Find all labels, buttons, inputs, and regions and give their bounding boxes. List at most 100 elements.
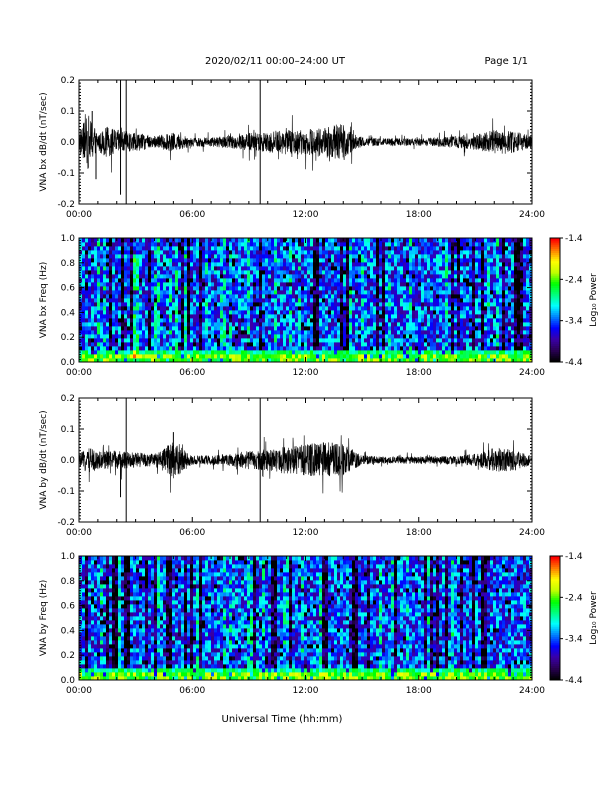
spectrogram-cell: [370, 298, 374, 303]
spectrogram-cell: [193, 250, 197, 255]
spectrogram-cell: [226, 326, 230, 331]
spectrogram-cell: [82, 286, 86, 291]
spectrogram-cell: [121, 250, 125, 255]
spectrogram-cell: [490, 310, 494, 315]
spectrogram-cell: [454, 274, 458, 279]
spectrogram-cell: [262, 350, 266, 355]
spectrogram-cell: [430, 310, 434, 315]
spectrogram-cell: [340, 330, 344, 335]
spectrogram-cell: [373, 254, 377, 259]
spectrogram-cell: [319, 358, 323, 363]
spectrogram-cell: [229, 306, 233, 311]
spectrogram-cell: [508, 246, 512, 251]
spectrogram-cell: [334, 346, 338, 351]
spectrogram-cell: [391, 266, 395, 271]
spectrogram-cell: [295, 274, 299, 279]
spectrogram-cell: [487, 238, 491, 243]
spectrogram-cell: [175, 238, 179, 243]
spectrogram-cell: [406, 286, 410, 291]
spectrogram-cell: [181, 286, 185, 291]
spectrogram-cell: [385, 290, 389, 295]
spectrogram-cell: [214, 246, 218, 251]
spectrogram-cell: [382, 302, 386, 307]
spectrogram-cell: [193, 346, 197, 351]
spectrogram-cell: [211, 266, 215, 271]
spectrogram-cell: [496, 306, 500, 311]
spectrogram-cell: [175, 266, 179, 271]
spectrogram-cell: [103, 282, 107, 287]
spectrogram-cell: [235, 258, 239, 263]
spectrogram-cell: [340, 354, 344, 359]
spectrogram-cell: [127, 330, 131, 335]
spectrogram-cell: [178, 330, 182, 335]
spectrogram-cell: [148, 250, 152, 255]
spectrogram-cell: [514, 298, 518, 303]
spectrogram-cell: [91, 326, 95, 331]
spectrogram-cell: [163, 306, 167, 311]
spectrogram-cell: [223, 290, 227, 295]
spectrogram-cell: [226, 318, 230, 323]
spectrogram-cell: [295, 266, 299, 271]
spectrogram-cell: [151, 282, 155, 287]
spectrogram-cell: [454, 246, 458, 251]
spectrogram-cell: [373, 286, 377, 291]
spectrogram-cell: [88, 358, 92, 363]
spectrogram-cell: [412, 342, 416, 347]
spectrogram-cell: [283, 266, 287, 271]
spectrogram-cell: [277, 306, 281, 311]
spectrogram-cell: [379, 342, 383, 347]
spectrogram-cell: [283, 298, 287, 303]
spectrogram-cell: [154, 286, 158, 291]
spectrogram-cell: [328, 286, 332, 291]
spectrogram-cell: [262, 346, 266, 351]
spectrogram-cell: [481, 298, 485, 303]
spectrogram-cell: [508, 358, 512, 363]
spectrogram-cell: [262, 354, 266, 359]
spectrogram-cell: [520, 334, 524, 339]
spectrogram-cell: [127, 298, 131, 303]
spectrogram-cell: [118, 274, 122, 279]
spectrogram-cell: [205, 314, 209, 319]
spectrogram-cell: [337, 330, 341, 335]
spectrogram-cell: [331, 262, 335, 267]
spectrogram-cell: [445, 326, 449, 331]
spectrogram-cell: [277, 238, 281, 243]
spectrogram-cell: [301, 262, 305, 267]
spectrogram-cell: [361, 286, 365, 291]
spectrogram-cell: [79, 242, 83, 247]
spectrogram-cell: [382, 334, 386, 339]
spectrogram-cell: [463, 354, 467, 359]
spectrogram-cell: [382, 250, 386, 255]
spectrogram-cell: [376, 350, 380, 355]
spectrogram-cell: [226, 262, 230, 267]
spectrogram-cell: [466, 302, 470, 307]
spectrogram-cell: [382, 286, 386, 291]
spectrogram-cell: [85, 354, 89, 359]
spectrogram-cell: [235, 326, 239, 331]
spectrogram-cell: [499, 330, 503, 335]
spectrogram-cell: [466, 238, 470, 243]
spectrogram-cell: [523, 354, 527, 359]
spectrogram-cell: [238, 250, 242, 255]
spectrogram-cell: [157, 278, 161, 283]
spectrogram-cell: [415, 330, 419, 335]
spectrogram-cell: [229, 298, 233, 303]
spectrogram-cell: [259, 358, 263, 363]
spectrogram-cell: [88, 266, 92, 271]
spectrogram-cell: [190, 330, 194, 335]
spectrogram-cell: [385, 294, 389, 299]
spectrogram-cell: [313, 270, 317, 275]
spectrogram-cell: [142, 286, 146, 291]
spectrogram-cell: [208, 286, 212, 291]
spectrogram-cell: [346, 282, 350, 287]
spectrogram-cell: [337, 298, 341, 303]
spectrogram-cell: [94, 302, 98, 307]
spectrogram-cell: [319, 266, 323, 271]
spectrogram-cell: [328, 262, 332, 267]
spectrogram-cell: [475, 326, 479, 331]
spectrogram-cell: [220, 294, 224, 299]
spectrogram-cell: [97, 342, 101, 347]
spectrogram-cell: [175, 274, 179, 279]
spectrogram-cell: [256, 358, 260, 363]
spectrogram-cell: [235, 342, 239, 347]
